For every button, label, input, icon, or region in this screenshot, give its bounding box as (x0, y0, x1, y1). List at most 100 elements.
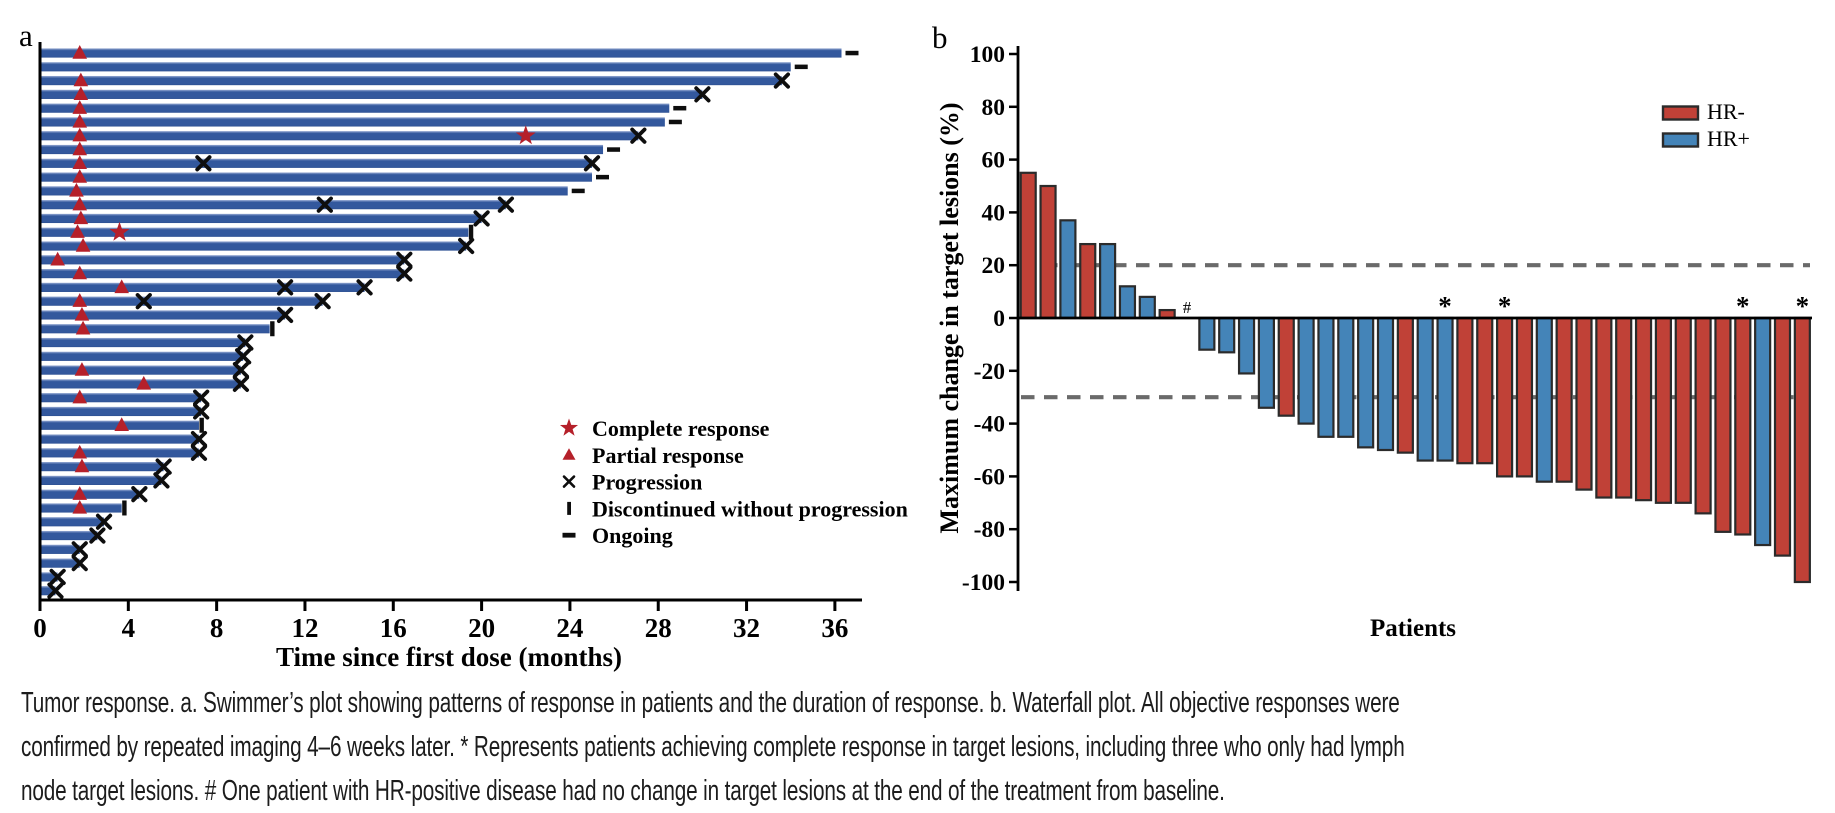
waterfall-bar (1237, 316, 1256, 375)
x-tick-label: 4 (122, 613, 136, 643)
legend-item: Partial response (562, 443, 744, 468)
waterfall-plot: # * * * * 100 80 60 40 20 0 -20 -40 -60 -80 -100 Maximum… (935, 42, 1812, 642)
partial-response-triangle (73, 210, 89, 225)
swimmer-bar (41, 213, 482, 224)
partial-response-triangle (72, 444, 88, 459)
waterfall-bar (1317, 316, 1335, 438)
ongoing-dash-marker (794, 64, 808, 70)
legend-item: HR- (1661, 99, 1745, 124)
progression-x-marker (497, 196, 514, 213)
partial-response-triangle (75, 238, 91, 252)
legend-label: Discontinued without progression (592, 496, 908, 521)
waterfall-bar (1674, 316, 1692, 504)
progression-x-marker (155, 458, 172, 475)
progression-x-marker (316, 196, 333, 213)
swimmer-bar (41, 200, 506, 210)
progression-x-marker (235, 348, 252, 365)
partial-response-triangle (72, 169, 88, 183)
swimmer-plot: 0 4 8 12 16 20 24 28 32 36 Time since first dose (… (33, 42, 908, 672)
swimmer-bar (41, 131, 639, 141)
waterfall-bar (1098, 242, 1117, 320)
y-tick-label: 40 (982, 200, 1006, 226)
progression-x-marker (314, 293, 331, 310)
progression-x-marker (71, 541, 88, 558)
swimmer-bar (41, 324, 270, 334)
waterfall-bar (1118, 285, 1137, 320)
swimmer-bar (41, 144, 604, 155)
panel-b-label: b (932, 20, 948, 55)
partial-response-triangle (72, 155, 88, 169)
legend-swatch (1661, 105, 1700, 121)
progression-x-marker (193, 389, 210, 406)
complete-response-asterisk: * (1438, 291, 1452, 321)
waterfall-bar (1535, 316, 1553, 483)
progression-x-marker (276, 306, 294, 324)
waterfall-bar (1615, 316, 1633, 499)
partial-response-triangle (72, 127, 88, 142)
legend-item: Discontinued without progression (567, 496, 908, 521)
y-tick-label: -60 (974, 464, 1005, 490)
y-tick-label: -80 (974, 517, 1005, 543)
progression-x-marker (630, 127, 647, 144)
complete-response-star (515, 125, 536, 145)
progression-x-marker (89, 527, 106, 544)
waterfall-bar (1495, 316, 1514, 478)
star-icon (559, 418, 579, 436)
partial-response-triangle (114, 417, 129, 431)
y-tick-label: -40 (974, 412, 1005, 438)
x-tick-label: 20 (468, 613, 495, 643)
discontinued-marker (270, 321, 275, 337)
waterfall-bar (1595, 316, 1613, 499)
waterfall-bar (1476, 316, 1494, 465)
progression-x-marker (356, 279, 373, 296)
progression-x-marker (232, 362, 250, 379)
partial-response-triangle (74, 458, 90, 473)
swimmer-bar (41, 530, 98, 541)
bar-icon (567, 501, 571, 515)
legend-label: Ongoing (592, 523, 673, 548)
partial-response-triangle (72, 45, 88, 59)
partial-response-triangle (72, 113, 88, 128)
swimmer-bar (41, 62, 791, 72)
x-tick-label: 24 (556, 613, 583, 643)
ongoing-dash-marker (596, 174, 609, 180)
legend-item: Complete response (559, 416, 770, 441)
waterfall-bar (1416, 316, 1434, 462)
dash-icon (562, 532, 576, 538)
waterfall-bar (1079, 242, 1097, 320)
y-axis-title: Maximum change in target lesions (%) (935, 102, 964, 533)
waterfall-bar (1734, 316, 1752, 536)
swimmer-bar (41, 517, 105, 527)
caption-line-2: confirmed by repeated imaging 4–6 weeks … (21, 731, 1405, 763)
ongoing-dash-marker (571, 188, 585, 194)
swimmer-bar (41, 282, 365, 292)
progression-x-marker (190, 430, 208, 448)
waterfall-bar (1039, 184, 1057, 320)
partial-response-triangle (72, 486, 88, 500)
waterfall-bar (1575, 316, 1593, 491)
progression-x-marker (473, 210, 490, 227)
waterfall-bar (1634, 316, 1653, 502)
legend-swatch (1661, 132, 1700, 148)
legend-label: Complete response (592, 416, 770, 441)
swimmer-bar (41, 227, 469, 237)
waterfall-bar (1297, 316, 1315, 425)
partial-response-triangle (72, 499, 88, 514)
swimmer-bar (41, 296, 323, 306)
ongoing-dash-marker (673, 105, 687, 111)
waterfall-bar (1694, 316, 1712, 515)
progression-x-marker (47, 582, 64, 599)
progression-x-marker (583, 155, 601, 172)
progression-x-marker (195, 155, 212, 172)
y-tick-label: 0 (993, 306, 1005, 332)
ongoing-dash-marker (668, 119, 682, 125)
waterfall-bar (1793, 316, 1811, 584)
swimmer-bar (41, 337, 246, 348)
x-axis-title: Time since first dose (months) (276, 642, 622, 672)
tumor-response-figure: 0 4 8 12 16 20 24 28 32 36 Time since first dose (… (33, 42, 1812, 672)
swimmer-bar (41, 186, 568, 196)
partial-response-triangle (72, 389, 88, 404)
legend-item: HR+ (1661, 126, 1750, 151)
progression-x-marker (193, 403, 210, 420)
